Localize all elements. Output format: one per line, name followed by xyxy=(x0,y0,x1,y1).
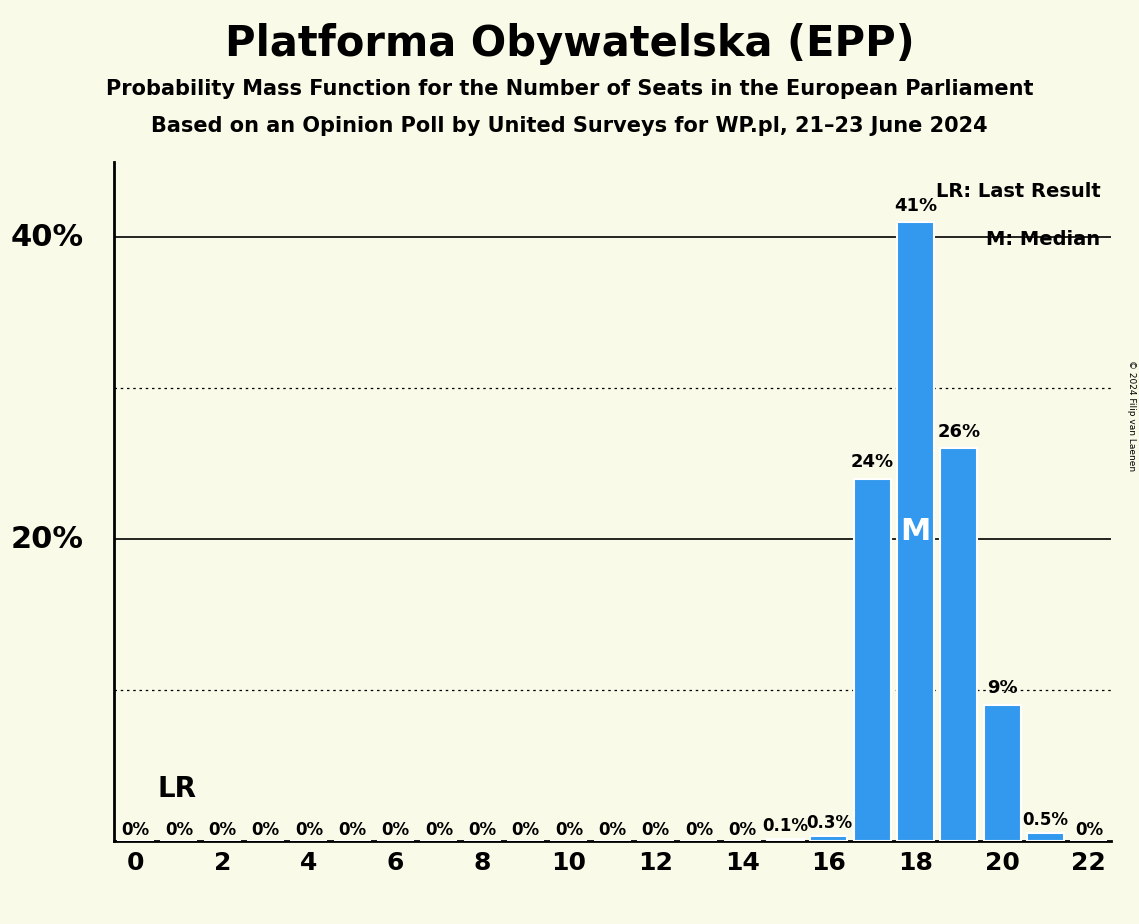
Text: 0%: 0% xyxy=(728,821,756,839)
Text: 0%: 0% xyxy=(511,821,540,839)
Text: 0.1%: 0.1% xyxy=(762,817,809,834)
Text: LR: LR xyxy=(157,775,196,803)
Text: 0%: 0% xyxy=(555,821,583,839)
Text: 24%: 24% xyxy=(851,453,894,471)
Text: 0%: 0% xyxy=(208,821,236,839)
Text: 0%: 0% xyxy=(122,821,149,839)
Text: 40%: 40% xyxy=(10,223,83,251)
Bar xyxy=(1027,833,1064,841)
Bar xyxy=(984,705,1021,841)
Bar xyxy=(768,839,804,841)
Text: 41%: 41% xyxy=(894,197,937,214)
Text: 0%: 0% xyxy=(685,821,713,839)
Text: 20%: 20% xyxy=(10,525,83,553)
Text: 0%: 0% xyxy=(425,821,453,839)
Text: 0%: 0% xyxy=(338,821,367,839)
Text: 0%: 0% xyxy=(641,821,670,839)
Text: 0.3%: 0.3% xyxy=(805,814,852,832)
Text: 0%: 0% xyxy=(165,821,192,839)
Text: Platforma Obywatelska (EPP): Platforma Obywatelska (EPP) xyxy=(224,23,915,65)
Text: 0%: 0% xyxy=(295,821,323,839)
Text: M: M xyxy=(900,517,931,546)
Text: 0%: 0% xyxy=(468,821,497,839)
Text: © 2024 Filip van Laenen: © 2024 Filip van Laenen xyxy=(1126,360,1136,471)
Text: 0.5%: 0.5% xyxy=(1023,810,1068,829)
Text: M: Median: M: Median xyxy=(986,230,1100,249)
Bar xyxy=(854,479,891,841)
Text: Based on an Opinion Poll by United Surveys for WP.pl, 21–23 June 2024: Based on an Opinion Poll by United Surve… xyxy=(151,116,988,136)
Text: 0%: 0% xyxy=(382,821,410,839)
Text: 26%: 26% xyxy=(937,423,981,441)
Text: 0%: 0% xyxy=(252,821,279,839)
Text: LR: Last Result: LR: Last Result xyxy=(936,182,1100,201)
Text: Probability Mass Function for the Number of Seats in the European Parliament: Probability Mass Function for the Number… xyxy=(106,79,1033,99)
Text: 0%: 0% xyxy=(598,821,626,839)
Bar xyxy=(898,222,934,841)
Text: 9%: 9% xyxy=(986,679,1017,698)
Bar xyxy=(941,448,977,841)
Bar xyxy=(811,836,847,841)
Text: 0%: 0% xyxy=(1075,821,1103,839)
